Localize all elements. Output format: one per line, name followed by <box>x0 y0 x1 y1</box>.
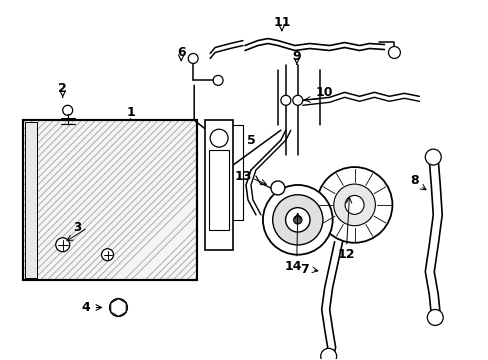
Bar <box>23 120 197 280</box>
Circle shape <box>210 129 227 147</box>
Text: 2: 2 <box>58 82 67 95</box>
Text: 14: 14 <box>284 260 301 273</box>
Circle shape <box>62 105 73 115</box>
Circle shape <box>102 249 113 261</box>
Circle shape <box>56 238 69 252</box>
Circle shape <box>270 181 285 195</box>
Text: 3: 3 <box>73 221 81 234</box>
Circle shape <box>345 195 363 214</box>
Circle shape <box>320 348 336 360</box>
Circle shape <box>213 75 223 85</box>
Text: 12: 12 <box>337 248 355 261</box>
Circle shape <box>109 298 127 316</box>
Text: 1: 1 <box>126 106 135 119</box>
Text: 8: 8 <box>410 174 419 186</box>
Circle shape <box>333 184 375 226</box>
Circle shape <box>293 216 302 224</box>
Circle shape <box>427 310 442 325</box>
Circle shape <box>292 95 302 105</box>
Circle shape <box>316 167 392 243</box>
Circle shape <box>387 46 400 58</box>
Circle shape <box>188 54 198 63</box>
Bar <box>205 120 233 250</box>
Text: 9: 9 <box>292 50 301 63</box>
Bar <box>23 120 197 280</box>
Circle shape <box>425 149 440 165</box>
Circle shape <box>280 95 290 105</box>
Text: 6: 6 <box>177 46 185 59</box>
Text: 10: 10 <box>315 86 333 99</box>
Bar <box>209 150 228 230</box>
Text: 5: 5 <box>246 134 255 147</box>
Bar <box>25 122 37 278</box>
Text: 13: 13 <box>234 170 251 183</box>
Text: 11: 11 <box>272 16 290 29</box>
Circle shape <box>263 185 332 255</box>
Circle shape <box>272 195 322 245</box>
Circle shape <box>285 208 309 232</box>
Text: 7: 7 <box>300 263 308 276</box>
Text: 4: 4 <box>81 301 90 314</box>
